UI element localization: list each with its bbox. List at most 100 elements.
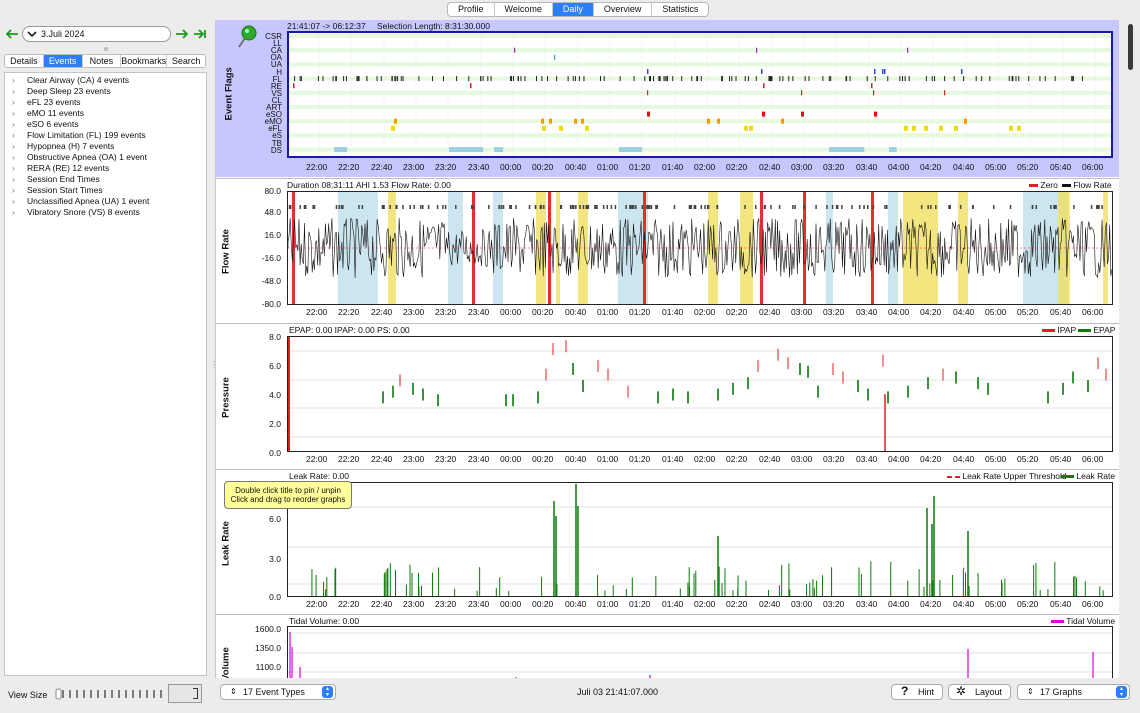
chevron-right-icon[interactable]: › — [12, 86, 15, 96]
fl-marker — [1096, 205, 1098, 209]
list-item[interactable]: › eSO 6 events — [12, 119, 79, 129]
forward-arrow-icon[interactable] — [175, 29, 189, 39]
list-item[interactable]: › Vibratory Snore (VS) 8 events — [12, 207, 140, 217]
chevron-right-icon[interactable]: › — [12, 75, 15, 85]
tidal-volume-plot[interactable] — [287, 626, 1113, 678]
fl-marker — [361, 205, 364, 209]
event-flags-plot[interactable] — [287, 31, 1113, 158]
time-tick-label: 01:00 — [597, 599, 619, 609]
fl-marker — [815, 205, 817, 209]
tab-details[interactable]: Details — [5, 55, 44, 67]
fl-marker — [1101, 205, 1103, 209]
list-item[interactable]: › RERA (RE) 12 events — [12, 163, 110, 173]
fl-marker — [689, 205, 692, 209]
flag-mark — [871, 83, 873, 89]
fl-marker — [444, 205, 447, 209]
list-item[interactable]: › Obstructive Apnea (OA) 1 event — [12, 152, 148, 162]
tab-search[interactable]: Search — [171, 56, 201, 66]
vertical-scrollbar[interactable] — [1125, 20, 1137, 678]
time-tick-label: 04:00 — [888, 307, 910, 317]
last-day-icon[interactable] — [193, 29, 207, 39]
chevron-right-icon[interactable]: › — [12, 185, 15, 195]
leak-rate-plot[interactable] — [287, 482, 1113, 597]
time-tick-label: 01:00 — [597, 454, 619, 464]
time-tick-label: 04:40 — [953, 454, 975, 464]
chevron-right-icon[interactable]: › — [12, 108, 15, 118]
list-item[interactable]: › eMO 11 events — [12, 108, 85, 118]
flag-mark — [633, 76, 635, 82]
chevron-right-icon[interactable]: › — [12, 141, 15, 151]
slider-thumb[interactable] — [55, 688, 62, 700]
chevron-right-icon[interactable]: › — [12, 97, 15, 107]
scrollbar-thumb[interactable] — [1128, 24, 1133, 70]
list-item[interactable]: › Session Start Times — [12, 185, 103, 195]
list-item[interactable]: › eFL 23 events — [12, 97, 81, 107]
chevron-right-icon[interactable]: › — [12, 163, 15, 173]
y-tick-label: -16.0 — [261, 253, 281, 263]
list-item[interactable]: › Session End Times — [12, 174, 100, 184]
pushpin-icon[interactable] — [232, 23, 260, 51]
y-tick-label: 1350.0 — [255, 643, 281, 653]
time-tick-label: 22:00 — [306, 307, 328, 317]
tidal-volume-graph[interactable]: Tidal Volume Tidal Volume: 0.00 Tidal Vo… — [216, 615, 1119, 678]
splitter-handle[interactable] — [104, 47, 108, 51]
tab-bookmarks[interactable]: Bookmarks — [121, 55, 168, 67]
flag-mark — [729, 76, 731, 82]
chevron-right-icon[interactable]: › — [12, 119, 15, 129]
tab-overview[interactable]: Overview — [594, 3, 653, 16]
time-tick-label: 22:00 — [306, 162, 328, 172]
pressure-ylabel: Pressure — [220, 377, 232, 418]
list-item[interactable]: › Deep Sleep 23 events — [12, 86, 111, 96]
flag-mark — [418, 76, 420, 82]
flag-mark — [874, 69, 876, 74]
event-types-dropdown[interactable]: ⇕ 17 Event Types ▴ ▾ — [220, 684, 336, 700]
layout-button[interactable]: ✲ Layout — [948, 684, 1011, 700]
time-tick-label: 05:20 — [1017, 454, 1039, 464]
tab-notes[interactable]: Notes — [83, 55, 122, 67]
chevron-right-icon[interactable]: › — [12, 174, 15, 184]
chevron-right-icon[interactable]: › — [12, 130, 15, 140]
pressure-plot[interactable] — [287, 336, 1113, 452]
fl-marker — [863, 205, 865, 209]
flag-mark — [512, 76, 514, 82]
efl-band — [578, 192, 588, 304]
legend-leak-rate: Leak Rate — [1061, 471, 1115, 481]
flag-mark — [649, 76, 651, 82]
fl-marker — [647, 205, 650, 209]
event-flags-graph[interactable]: Event Flags 21:41:07 -> 06:12:37 Selecti… — [216, 20, 1119, 177]
flag-mark — [574, 76, 576, 82]
flag-mark — [556, 76, 558, 82]
tab-events[interactable]: Events — [43, 55, 83, 67]
popup-chevrons-icon: ▴ ▾ — [322, 686, 333, 698]
hint-button[interactable]: ? Hint — [891, 684, 943, 700]
tab-daily[interactable]: Daily — [552, 3, 594, 16]
tab-profile[interactable]: Profile — [448, 3, 495, 16]
flag-mark — [981, 76, 983, 82]
chevron-right-icon[interactable]: › — [12, 152, 15, 162]
list-item[interactable]: › Unclassified Apnea (UA) 1 event — [12, 196, 150, 206]
flow-rate-plot[interactable] — [287, 191, 1113, 305]
list-item[interactable]: › Clear Airway (CA) 4 events — [12, 75, 130, 85]
chevron-right-icon[interactable]: › — [12, 196, 15, 206]
chevron-right-icon[interactable]: › — [12, 207, 15, 217]
flow-rate-graph[interactable]: Flow Rate Duration 08:31:11 AHI 1.53 Flo… — [216, 179, 1119, 323]
tab-statistics[interactable]: Statistics — [662, 4, 699, 14]
time-tick-label: 23:40 — [468, 599, 490, 609]
list-item[interactable]: › Hypopnea (H) 7 events — [12, 141, 115, 151]
tab-welcome[interactable]: Welcome — [495, 3, 553, 16]
flag-row-band — [289, 76, 1111, 81]
chevron-down-icon[interactable] — [27, 30, 37, 38]
fl-marker — [632, 205, 635, 209]
flag-mark — [578, 76, 580, 82]
back-arrow-icon[interactable] — [5, 29, 19, 39]
time-tick-label: 02:40 — [759, 307, 781, 317]
leak-rate-title: Leak Rate: 0.00 — [289, 471, 350, 481]
pressure-graph[interactable]: Pressure EPAP: 0.00 IPAP: 0.00 PS: 0.00 … — [216, 324, 1119, 469]
leak-rate-graph[interactable]: Leak Rate Leak Rate: 0.00 Leak Rate Uppe… — [216, 470, 1119, 614]
graphs-dropdown[interactable]: ⇕ 17 Graphs ▴ ▾ — [1017, 684, 1130, 700]
splitter-grip[interactable]: ⋮ — [210, 360, 218, 369]
list-item[interactable]: › Flow Limitation (FL) 199 events — [12, 130, 146, 140]
time-tick-label: 22:00 — [306, 454, 328, 464]
date-picker[interactable]: 3.Juli 2024 — [22, 26, 171, 42]
view-size-slider[interactable] — [55, 688, 167, 700]
